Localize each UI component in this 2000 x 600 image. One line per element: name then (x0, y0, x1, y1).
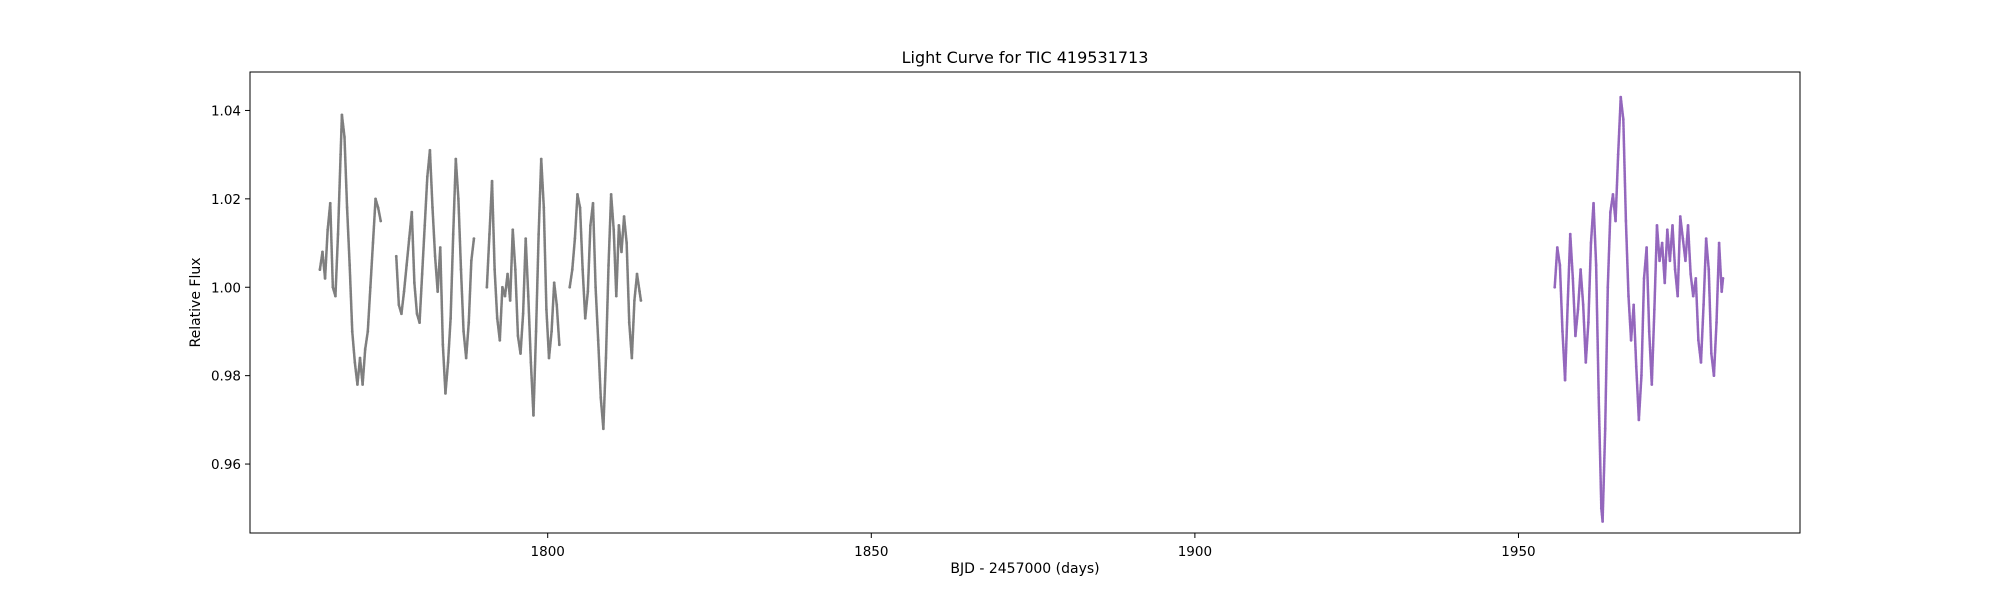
data-point (557, 343, 561, 347)
data-point (379, 219, 383, 223)
chart-title: Light Curve for TIC 419531713 (902, 48, 1149, 67)
plot-area (318, 95, 1725, 523)
data-point (639, 299, 643, 302)
data-point (472, 237, 476, 241)
data-series-1 (318, 113, 643, 431)
